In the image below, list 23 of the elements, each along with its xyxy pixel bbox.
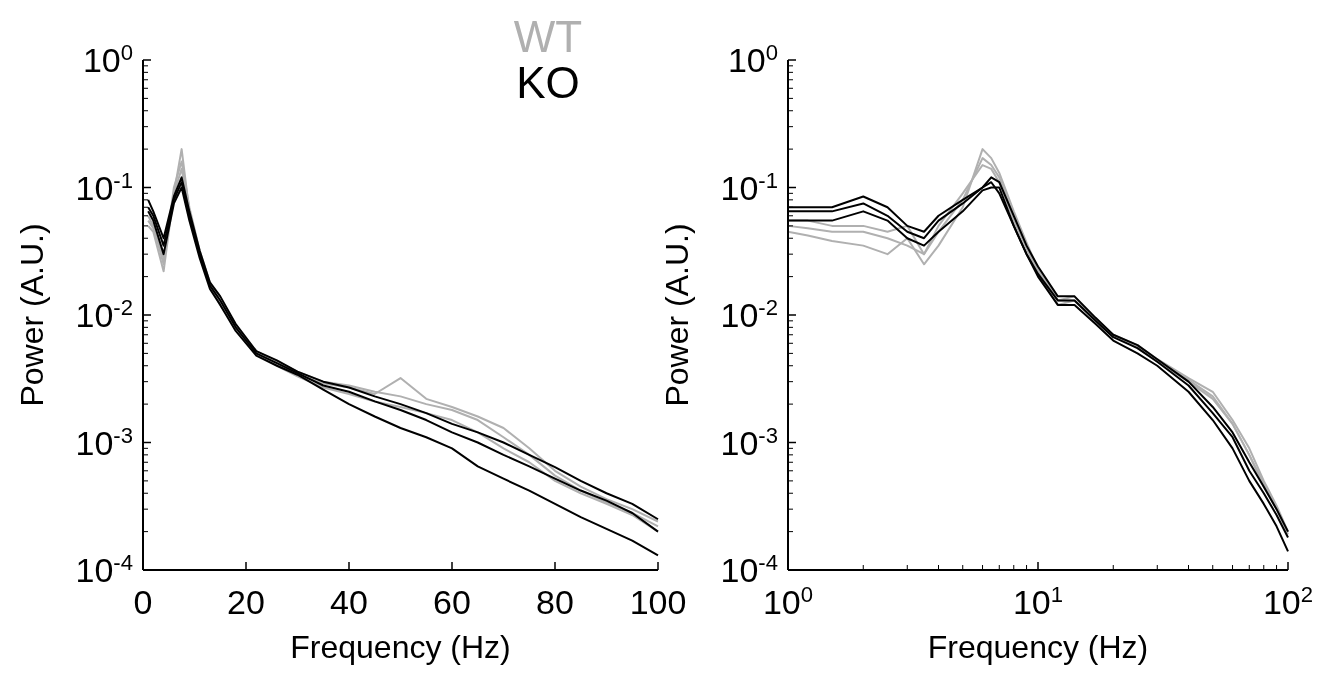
x-tick-label: 80 — [536, 583, 574, 621]
text: KO — [516, 58, 580, 107]
x-axis-title: Frequency (Hz) — [927, 629, 1149, 665]
text: WT — [513, 12, 583, 61]
x-tick-label: 60 — [433, 583, 471, 621]
y-axis-title: Power (A.U.) — [14, 223, 50, 407]
y-tick-label: 10$^{-1}$ — [720, 167, 778, 207]
x-tick-label: 0 — [133, 583, 153, 621]
y-tick-label: 10$^{-4}$ — [75, 549, 133, 589]
y-tick-label: 10$^{-2}$ — [720, 294, 778, 334]
x-tick-label: 10$^{1}$ — [1012, 581, 1064, 621]
y-tick-label: 10$^{0}$ — [82, 39, 133, 79]
y-axis-title: Power (A.U.) — [659, 223, 695, 407]
y-tick-label: 10$^{0}$ — [727, 39, 778, 79]
x-tick-label: 20 — [227, 583, 265, 621]
y-tick-label: 10$^{-3}$ — [720, 422, 778, 462]
x-axis-title: Frequency (Hz) — [290, 629, 511, 665]
y-tick-label: 10$^{-1}$ — [75, 167, 133, 207]
x-tick-label: 40 — [330, 583, 368, 621]
y-tick-label: 10$^{-3}$ — [75, 422, 133, 462]
x-tick-label: 10$^{2}$ — [1262, 581, 1314, 621]
x-tick-label: 100 — [629, 583, 687, 621]
y-tick-label: 10$^{-2}$ — [75, 294, 133, 334]
